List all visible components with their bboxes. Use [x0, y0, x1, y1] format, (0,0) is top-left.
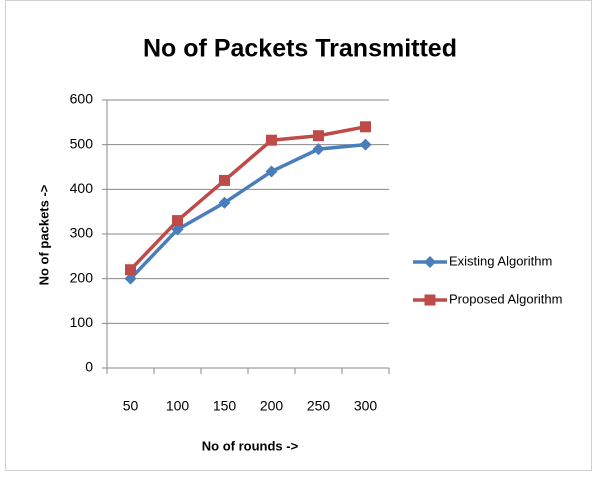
legend-marker: [424, 256, 436, 268]
data-point: [312, 143, 325, 156]
data-point: [171, 223, 184, 236]
data-point: [265, 165, 278, 178]
legend-label: Proposed Algorithm: [449, 291, 562, 306]
y-tick-label: 400: [70, 180, 94, 196]
y-tick-label: 300: [70, 225, 94, 241]
legend-label: Existing Algorithm: [449, 253, 552, 268]
x-tick-label: 50: [123, 398, 139, 414]
chart-title: No of Packets Transmitted: [143, 35, 457, 63]
chart-frame: [5, 0, 592, 471]
y-tick-label: 500: [70, 135, 94, 151]
series-line: [129, 125, 366, 271]
series-line: [129, 142, 366, 280]
x-tick-label: 100: [166, 398, 190, 414]
data-point: [219, 174, 230, 186]
y-tick-label: 0: [85, 359, 93, 375]
data-point: [313, 130, 324, 142]
x-tick-label: 300: [354, 398, 378, 414]
legend-marker: [424, 294, 436, 306]
data-point: [359, 138, 372, 151]
y-tick-label: 200: [70, 269, 94, 285]
data-point: [172, 215, 183, 227]
data-point: [360, 121, 371, 133]
y-tick-label: 600: [70, 91, 94, 107]
y-axis-title: No of packets ->: [36, 184, 51, 285]
data-point: [266, 134, 277, 146]
x-tick-label: 150: [213, 398, 237, 414]
x-tick-label: 250: [307, 398, 331, 414]
y-tick-label: 100: [70, 314, 94, 330]
data-point: [124, 272, 137, 285]
data-point: [218, 196, 231, 209]
x-tick-label: 200: [260, 398, 284, 414]
x-axis-title: No of rounds ->: [202, 438, 299, 453]
data-point: [125, 264, 136, 276]
